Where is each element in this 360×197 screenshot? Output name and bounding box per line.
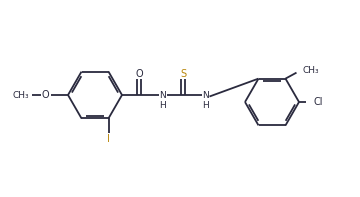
Text: CH₃: CH₃	[12, 90, 29, 99]
Text: I: I	[107, 134, 110, 144]
Text: O: O	[41, 90, 49, 100]
Text: N
H: N H	[202, 91, 209, 110]
Text: N
H: N H	[159, 91, 166, 110]
Text: CH₃: CH₃	[302, 66, 319, 75]
Text: Cl: Cl	[313, 97, 323, 107]
Text: S: S	[180, 69, 186, 78]
Text: O: O	[135, 69, 143, 78]
